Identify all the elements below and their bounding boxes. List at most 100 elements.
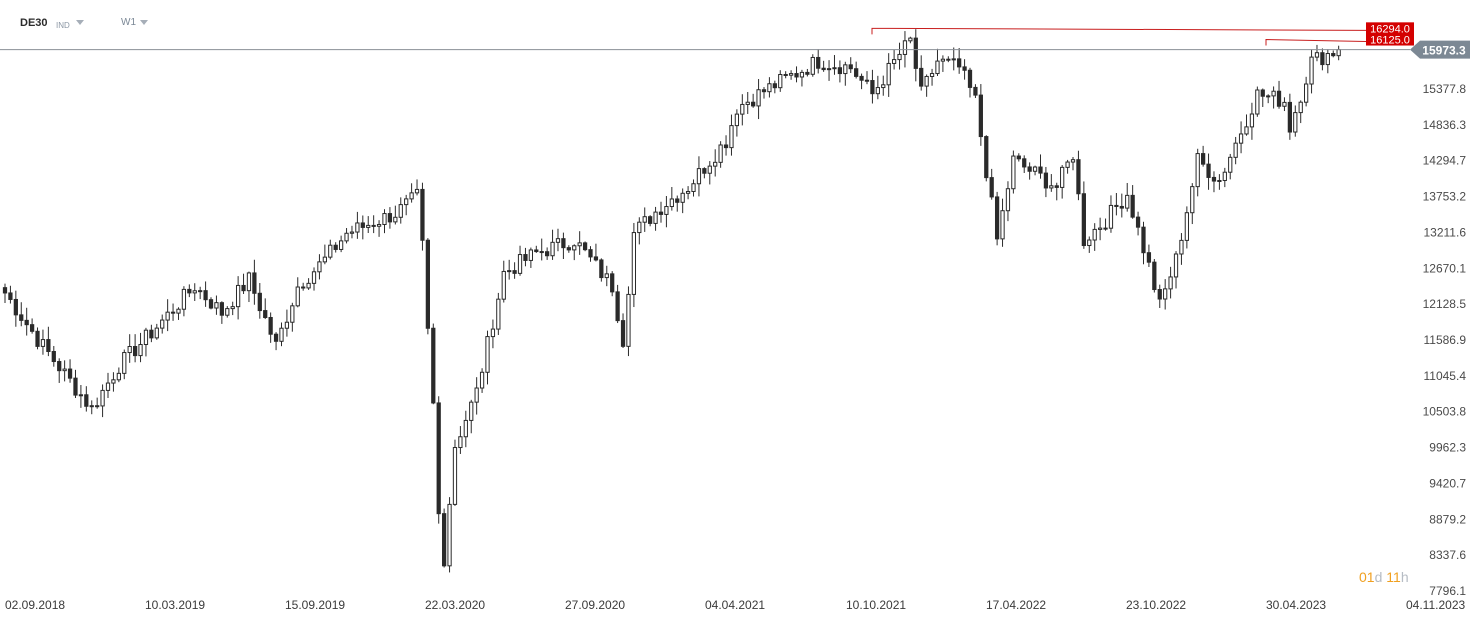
candle-body — [973, 86, 978, 96]
candle-body — [1152, 261, 1157, 291]
candle-body — [702, 168, 707, 174]
candle-body — [349, 231, 355, 234]
x-tick-label: 04.11.2023 — [1406, 598, 1465, 612]
candle-body — [1027, 166, 1032, 172]
candle-body — [967, 69, 973, 88]
candle-body — [929, 73, 935, 77]
y-tick-label: 12128.5 — [1423, 297, 1467, 311]
candle-body — [669, 198, 674, 208]
candle-body — [490, 328, 496, 338]
candle-body — [203, 290, 208, 301]
candle-body — [192, 290, 197, 294]
candle-body — [398, 204, 403, 218]
symbol-dropdown-icon[interactable] — [76, 20, 84, 25]
last-price-value: 15973.3 — [1422, 44, 1466, 58]
candle-body — [13, 298, 18, 316]
candle-body — [1173, 253, 1179, 278]
candle-body — [512, 270, 517, 274]
candle-body — [1108, 204, 1114, 229]
candle-body — [1081, 193, 1086, 247]
candle-body — [821, 67, 826, 71]
x-tick-label: 10.03.2019 — [145, 598, 205, 612]
candle-body — [1146, 252, 1152, 263]
candle-body — [279, 327, 284, 342]
candle-body — [1060, 166, 1065, 188]
candle-body — [198, 290, 203, 293]
candle-body — [1087, 239, 1092, 247]
time-axis: 02.09.2018 10.03.2019 15.09.2019 22.03.2020… — [5, 598, 1465, 612]
level-second-value: 16125.0 — [1370, 35, 1410, 47]
candle-body — [154, 327, 159, 339]
candle-body — [230, 306, 235, 310]
x-tick-label: 30.04.2023 — [1266, 598, 1326, 612]
candle-body — [875, 87, 880, 95]
resistance-line-high — [871, 27, 1367, 35]
candle-body — [891, 59, 897, 64]
candle-body — [577, 242, 582, 247]
candle-body — [610, 273, 615, 293]
candle-body — [631, 232, 637, 295]
candle-body — [284, 321, 290, 329]
candle-body — [837, 67, 843, 75]
y-tick-label: 9420.7 — [1429, 476, 1466, 490]
candle-body — [257, 292, 262, 312]
candle-body — [1016, 155, 1021, 160]
candle-body — [382, 213, 387, 225]
candle-body — [572, 245, 577, 251]
candle-body — [252, 272, 257, 294]
candle-body — [913, 37, 918, 69]
resistance-line-second — [1265, 39, 1367, 46]
candle-body — [832, 67, 837, 70]
candle-body — [1005, 188, 1011, 212]
candle-body — [1201, 153, 1206, 165]
candle-body — [328, 244, 333, 258]
candle-body — [127, 345, 132, 354]
symbol-selector[interactable]: DE30 — [20, 17, 48, 29]
candle-body — [826, 68, 832, 71]
candle-body — [864, 79, 870, 82]
candle-body — [414, 188, 420, 194]
candle-body — [268, 316, 273, 335]
candle-body — [745, 101, 750, 105]
candle-body — [859, 75, 864, 81]
candle-body — [1260, 89, 1265, 97]
candle-body — [1011, 155, 1016, 190]
candle-body — [160, 319, 165, 329]
candle-body — [24, 319, 29, 326]
interval-selector[interactable]: W1 — [121, 17, 136, 28]
candle-body — [51, 351, 56, 363]
candle-body — [658, 211, 664, 215]
candle-body — [978, 94, 983, 138]
candle-body — [111, 379, 116, 384]
candle-body — [479, 371, 485, 389]
candle-body — [501, 270, 506, 300]
candle-body — [940, 58, 946, 62]
candle-body — [1043, 172, 1049, 189]
candle-body — [360, 222, 365, 228]
candle-body — [1331, 53, 1336, 57]
level-high-tag — [1366, 22, 1414, 35]
candle-body — [881, 84, 886, 89]
interval-dropdown-icon[interactable] — [140, 20, 148, 25]
candle-body — [425, 239, 430, 329]
candle-body — [696, 168, 702, 185]
candle-body — [962, 66, 967, 71]
candle-body — [707, 165, 712, 174]
candle-body — [404, 198, 409, 206]
countdown-hours-unit: h — [1400, 569, 1409, 585]
candle-body — [181, 288, 187, 310]
candle-body — [214, 302, 219, 309]
candle-body — [19, 314, 24, 321]
candle-body — [436, 402, 441, 515]
candle-body — [767, 83, 772, 93]
candle-body — [740, 103, 745, 115]
x-tick-label: 17.04.2022 — [986, 598, 1046, 612]
candle-body — [648, 216, 653, 224]
candle-body — [994, 196, 1000, 240]
candle-body — [799, 71, 805, 78]
candle-body — [1022, 158, 1027, 168]
candle-body — [718, 144, 723, 163]
candle-body — [620, 320, 626, 347]
candle-body — [463, 419, 468, 438]
